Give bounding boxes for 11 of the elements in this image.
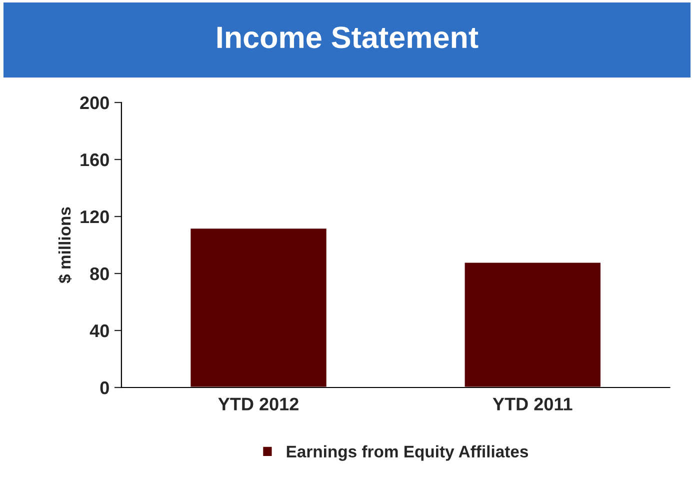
y-axis-title: $ millions — [58, 207, 72, 284]
y-tick-label: 80 — [90, 267, 109, 280]
y-tick-label: 40 — [90, 324, 109, 338]
x-tick-label: YTD 2012 — [218, 398, 298, 410]
y-tick-label: 0 — [100, 381, 109, 394]
y-tick-label: 200 — [80, 96, 109, 110]
x-tick-label: YTD 2011 — [492, 398, 572, 410]
y-tick-label: 160 — [80, 153, 109, 166]
legend-label: Earnings from Equity Affiliates — [286, 445, 528, 461]
y-tick-label: 120 — [80, 210, 109, 224]
chart-title: Income Statement — [217, 26, 478, 48]
